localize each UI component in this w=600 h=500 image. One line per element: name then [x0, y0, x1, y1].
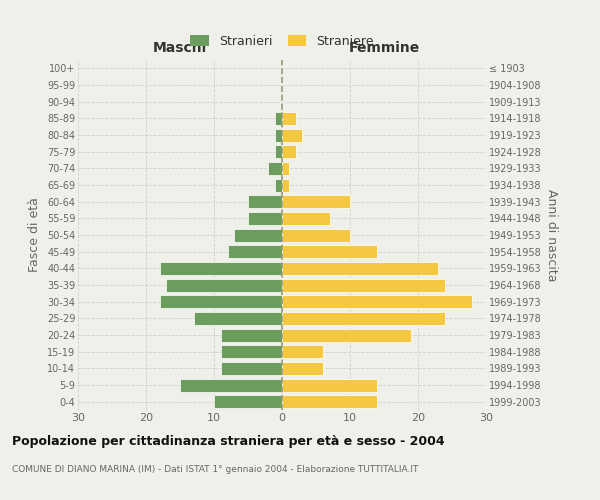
Bar: [180, 378, 282, 392]
Bar: [248, 212, 282, 225]
Bar: [194, 312, 282, 325]
Bar: [235, 228, 282, 241]
Bar: [282, 345, 323, 358]
Bar: [282, 395, 377, 408]
Bar: [268, 162, 282, 175]
Legend: Stranieri, Straniere: Stranieri, Straniere: [187, 32, 377, 52]
Text: Maschi: Maschi: [153, 41, 207, 55]
Bar: [160, 262, 282, 275]
Bar: [275, 145, 282, 158]
Bar: [221, 362, 282, 375]
Bar: [282, 328, 411, 342]
Bar: [282, 195, 350, 208]
Bar: [214, 395, 282, 408]
Bar: [282, 178, 289, 192]
Text: Popolazione per cittadinanza straniera per età e sesso - 2004: Popolazione per cittadinanza straniera p…: [12, 435, 445, 448]
Bar: [221, 328, 282, 342]
Y-axis label: Fasce di età: Fasce di età: [28, 198, 41, 272]
Bar: [282, 228, 350, 241]
Text: COMUNE DI DIANO MARINA (IM) - Dati ISTAT 1° gennaio 2004 - Elaborazione TUTTITAL: COMUNE DI DIANO MARINA (IM) - Dati ISTAT…: [12, 465, 418, 474]
Y-axis label: Anni di nascita: Anni di nascita: [545, 188, 558, 281]
Bar: [282, 245, 377, 258]
Bar: [282, 295, 472, 308]
Bar: [282, 212, 329, 225]
Bar: [275, 178, 282, 192]
Bar: [227, 245, 282, 258]
Text: Femmine: Femmine: [349, 41, 419, 55]
Bar: [282, 262, 439, 275]
Bar: [282, 112, 296, 125]
Bar: [282, 378, 377, 392]
Bar: [221, 345, 282, 358]
Bar: [248, 195, 282, 208]
Bar: [282, 162, 289, 175]
Bar: [282, 278, 445, 291]
Bar: [275, 112, 282, 125]
Bar: [282, 362, 323, 375]
Bar: [275, 128, 282, 141]
Bar: [160, 295, 282, 308]
Bar: [282, 145, 296, 158]
Bar: [282, 312, 445, 325]
Bar: [166, 278, 282, 291]
Bar: [282, 128, 302, 141]
